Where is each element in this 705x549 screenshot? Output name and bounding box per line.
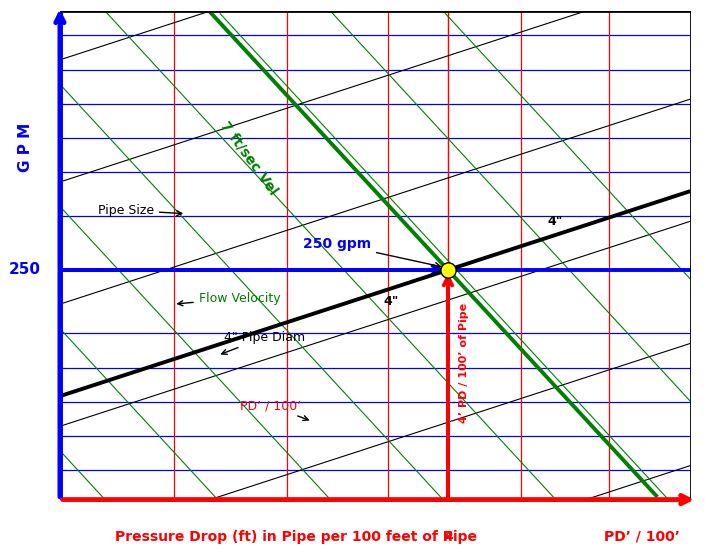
Text: Pipe Size: Pipe Size xyxy=(98,204,182,217)
Text: 4’ PD / 100’ of Pipe: 4’ PD / 100’ of Pipe xyxy=(460,302,470,423)
Text: 7 ft/sec Vel: 7 ft/sec Vel xyxy=(218,118,281,197)
Text: Pressure Drop (ft) in Pipe per 100 feet of Pipe: Pressure Drop (ft) in Pipe per 100 feet … xyxy=(115,529,477,544)
Text: 250 gpm: 250 gpm xyxy=(303,237,441,268)
Text: 4" Pipe Diam: 4" Pipe Diam xyxy=(221,331,305,355)
Text: 4": 4" xyxy=(384,295,399,308)
Text: PD’ / 100’: PD’ / 100’ xyxy=(240,399,308,421)
Text: 4": 4" xyxy=(548,215,563,228)
Text: 4: 4 xyxy=(443,529,453,544)
Text: 250: 250 xyxy=(9,262,41,277)
Text: Flow Velocity: Flow Velocity xyxy=(178,292,281,306)
Text: G P M: G P M xyxy=(18,123,32,172)
Text: PD’ / 100’: PD’ / 100’ xyxy=(603,529,680,544)
